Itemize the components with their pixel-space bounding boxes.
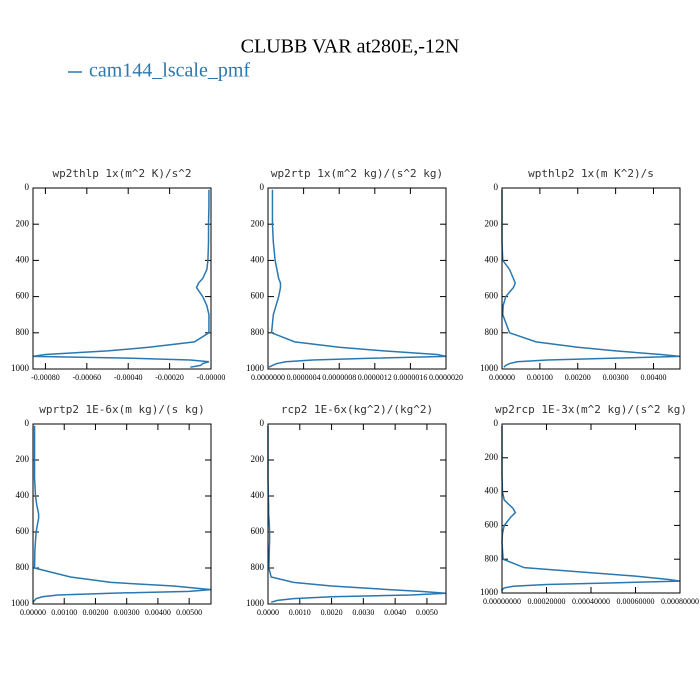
subplot-title: wprtp2 1E-6x(m kg)/(s kg)	[39, 403, 205, 416]
x-tick-label: -0.00060	[72, 373, 101, 382]
plot-frame	[32, 187, 212, 370]
y-tick-label: 0	[25, 182, 30, 192]
y-tick-label: 600	[16, 526, 30, 536]
y-tick-label: 400	[16, 490, 30, 500]
y-tick-label: 0	[260, 182, 265, 192]
y-tick-label: 1000	[480, 587, 499, 597]
y-tick-label: 200	[16, 454, 30, 464]
y-tick-label: 400	[16, 254, 30, 264]
x-tick-label: 0.00300	[114, 608, 140, 617]
subplot-title: wp2rcp 1E-3x(m^2 kg)/(s^2 kg)	[495, 403, 687, 416]
x-tick-label: 0.0000004	[287, 373, 321, 382]
subplot-title: wpthlp2 1x(m K^2)/s	[528, 167, 654, 180]
figure-title: CLUBB VAR at280E,-12N	[241, 36, 460, 58]
plot-frame	[267, 187, 447, 370]
y-tick-label: 400	[251, 254, 265, 264]
y-tick-label: 1000	[246, 363, 265, 373]
x-tick-label: 0.0010	[289, 608, 311, 617]
x-tick-label: 0.00300	[603, 373, 629, 382]
y-tick-label: 600	[16, 291, 30, 301]
y-tick-label: 200	[16, 218, 30, 228]
subplot-title: rcp2 1E-6x(kg^2)/(kg^2)	[281, 403, 433, 416]
x-tick-label: -0.00020	[155, 373, 184, 382]
y-tick-label: 200	[251, 454, 265, 464]
y-tick-label: 200	[251, 218, 265, 228]
x-tick-label: -0.00040	[114, 373, 143, 382]
x-tick-label: 0.00040000	[572, 597, 610, 606]
x-tick-label: 0.00060000	[617, 597, 655, 606]
x-tick-label: 0.0030	[352, 608, 374, 617]
y-tick-label: 1000	[11, 363, 30, 373]
y-tick-label: 0	[494, 182, 499, 192]
x-tick-label: 0.0000	[257, 608, 279, 617]
y-tick-label: 600	[251, 291, 265, 301]
y-tick-label: 0	[260, 418, 265, 428]
y-tick-label: 800	[485, 553, 499, 563]
profile-line	[501, 189, 681, 368]
y-tick-label: 800	[485, 327, 499, 337]
y-tick-label: 600	[485, 291, 499, 301]
x-tick-label: 0.0000016	[393, 373, 427, 382]
x-tick-label: 0.0000008	[322, 373, 356, 382]
profile-line	[268, 189, 447, 368]
y-tick-label: 600	[251, 526, 265, 536]
legend-label: cam144_lscale_pmf	[89, 60, 250, 82]
x-tick-label: 0.00000000	[483, 597, 521, 606]
y-tick-label: 200	[485, 218, 499, 228]
plot-frame	[32, 423, 212, 605]
y-tick-label: 0	[494, 418, 499, 428]
y-tick-label: 0	[25, 418, 30, 428]
x-tick-label: 0.0000020	[429, 373, 463, 382]
x-tick-label: 0.00500	[176, 608, 202, 617]
x-tick-label: 0.0050	[416, 608, 438, 617]
y-tick-label: 1000	[246, 598, 265, 608]
y-tick-label: 600	[485, 519, 499, 529]
x-tick-label: 0.00000	[20, 608, 46, 617]
x-tick-label: 0.00100	[51, 608, 77, 617]
profile-line	[32, 425, 212, 603]
x-tick-label: 0.00080000	[661, 597, 699, 606]
x-tick-label: 0.00020000	[528, 597, 566, 606]
x-tick-label: 0.00000	[489, 373, 515, 382]
plot-frame	[267, 423, 447, 605]
y-tick-label: 800	[16, 562, 30, 572]
y-tick-label: 1000	[480, 363, 499, 373]
profile-line	[32, 189, 210, 368]
y-tick-label: 400	[251, 490, 265, 500]
y-tick-label: 800	[251, 327, 265, 337]
x-tick-label: 0.0000012	[358, 373, 392, 382]
x-tick-label: 0.0000000	[251, 373, 285, 382]
y-tick-label: 800	[16, 327, 30, 337]
plot-frame	[501, 423, 681, 594]
y-tick-label: 400	[485, 254, 499, 264]
y-tick-label: 800	[251, 562, 265, 572]
x-tick-label: 0.0040	[384, 608, 406, 617]
x-tick-label: 0.00200	[565, 373, 591, 382]
x-tick-label: -0.00080	[31, 373, 60, 382]
y-tick-label: 1000	[11, 598, 30, 608]
plot-frame	[501, 187, 681, 370]
y-tick-label: 200	[485, 452, 499, 462]
x-tick-label: 0.00100	[527, 373, 553, 382]
x-tick-label: 0.0020	[321, 608, 343, 617]
x-tick-label: 0.00400	[145, 608, 171, 617]
x-tick-label: -0.00000	[197, 373, 226, 382]
x-tick-label: 0.00400	[640, 373, 666, 382]
x-tick-label: 0.00200	[82, 608, 108, 617]
subplot-title: wp2thlp 1x(m^2 K)/s^2	[52, 167, 191, 180]
subplot-title: wp2rtp 1x(m^2 kg)/(s^2 kg)	[271, 167, 443, 180]
y-tick-label: 400	[485, 486, 499, 496]
